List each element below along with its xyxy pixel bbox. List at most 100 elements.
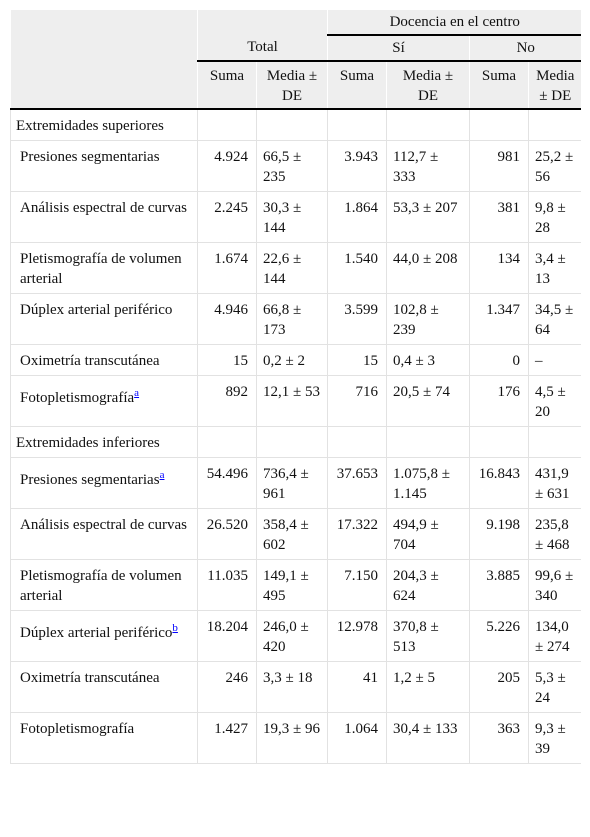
header-cell: [10, 10, 198, 35]
column-header: Media ± DE: [256, 61, 328, 110]
mean-cell: 149,1 ± 495: [256, 559, 328, 611]
sum-cell: 26.520: [197, 508, 257, 560]
mean-cell: 494,9 ± 704: [386, 508, 470, 560]
column-header: Suma: [327, 61, 387, 110]
mean-cell: 3,4 ± 13: [527, 242, 581, 294]
column-header: Suma: [197, 61, 257, 110]
footnote-link[interactable]: b: [172, 622, 178, 634]
empty-cell: [327, 108, 387, 141]
mean-cell: 358,4 ± 602: [256, 508, 328, 560]
mean-cell: 736,4 ± 961: [256, 457, 328, 509]
sum-cell: 176: [469, 375, 529, 427]
row-label: Presiones segmentariasa: [10, 457, 198, 509]
mean-cell: 20,5 ± 74: [386, 375, 470, 427]
data-row: Dúplex arterial periférico 4.946 66,8 ± 17…: [10, 293, 581, 345]
group-header: Docencia en el centro: [326, 10, 581, 36]
data-row: Presiones segmentariasa 54.496 736,4 ± 961…: [10, 457, 581, 509]
footnote-marker: a: [134, 385, 139, 399]
mean-cell: 1.075,8 ± 1.145: [386, 457, 470, 509]
mean-cell: 204,3 ± 624: [386, 559, 470, 611]
row-label: Dúplex arterial periférico: [10, 293, 198, 345]
mean-cell: 3,3 ± 18: [256, 661, 328, 713]
label-text: Pletismografía de volumen arterial: [20, 251, 182, 287]
table-container: Docencia en el centro Total Sí No Suma Me…: [10, 10, 581, 837]
sum-cell: 11.035: [197, 559, 257, 611]
mean-cell: 22,6 ± 144: [256, 242, 328, 294]
data-row: Pletismografía de volumen arterial 1.674 2…: [10, 242, 581, 294]
label-text: Fotopletismografía: [20, 390, 135, 406]
row-label: Análisis espectral de curvas: [10, 191, 198, 243]
sum-cell: 37.653: [327, 457, 387, 509]
sum-cell: 134: [469, 242, 529, 294]
empty-cell: [386, 426, 470, 458]
label-text: Oximetría transcutánea: [20, 670, 160, 686]
empty-cell: [327, 426, 387, 458]
mean-cell: 12,1 ± 53: [256, 375, 328, 427]
section-row: Extremidades superiores: [10, 108, 581, 141]
mean-cell: 30,4 ± 133: [386, 712, 470, 764]
sum-cell: 7.150: [327, 559, 387, 611]
sum-cell: 981: [469, 140, 529, 192]
mean-cell: 102,8 ± 239: [386, 293, 470, 345]
sum-cell: 4.946: [197, 293, 257, 345]
row-label: Fotopletismografía: [10, 712, 198, 764]
sum-cell: 246: [197, 661, 257, 713]
sum-cell: 1.674: [197, 242, 257, 294]
footnote-marker: a: [160, 467, 165, 481]
data-row: Fotopletismografíaa 892 12,1 ± 53 716 20,5 ±…: [10, 375, 581, 427]
header-cell: [10, 61, 198, 110]
label-text: Análisis espectral de curvas: [20, 200, 188, 216]
row-label: Pletismografía de volumen arterial: [10, 242, 198, 294]
empty-cell: [527, 426, 581, 458]
empty-cell: [197, 426, 257, 458]
mean-cell: 246,0 ± 420: [256, 610, 328, 662]
sum-cell: 54.496: [197, 457, 257, 509]
section-row: Extremidades inferiores: [10, 426, 581, 458]
label-text: Análisis espectral de curvas: [20, 517, 188, 533]
footnote-marker: b: [172, 620, 178, 634]
sum-cell: 381: [469, 191, 529, 243]
sum-cell: 12.978: [327, 610, 387, 662]
empty-cell: [469, 426, 529, 458]
sum-cell: 0: [469, 344, 529, 376]
sum-cell: 3.885: [469, 559, 529, 611]
section-title: Extremidades superiores: [10, 108, 198, 141]
sum-cell: 1.347: [469, 293, 529, 345]
data-row: Oximetría transcutánea 246 3,3 ± 18 41 1,2 ±…: [10, 661, 581, 713]
mean-cell: 19,3 ± 96: [256, 712, 328, 764]
footnote-link[interactable]: a: [134, 387, 140, 399]
sum-cell: 16.843: [469, 457, 529, 509]
data-row: Oximetría transcutánea 15 0,2 ± 2 15 0,4 ± 3…: [10, 344, 581, 376]
mean-cell: 1,2 ± 5: [386, 661, 470, 713]
sum-cell: 892: [197, 375, 257, 427]
column-header: Media ± DE: [527, 61, 581, 110]
mean-cell: 9,3 ± 39: [527, 712, 581, 764]
sum-cell: 15: [327, 344, 387, 376]
mean-cell: 431,9 ± 631: [527, 457, 581, 509]
sum-cell: 18.204: [197, 610, 257, 662]
sum-cell: 4.924: [197, 140, 257, 192]
sum-cell: 205: [469, 661, 529, 713]
header-cell: [197, 10, 328, 35]
mean-cell: 134,0 ± 274: [527, 610, 581, 662]
sum-cell: 1.540: [327, 242, 387, 294]
sum-cell: 17.322: [327, 508, 387, 560]
mean-cell: 34,5 ± 64: [527, 293, 581, 345]
sum-cell: 41: [327, 661, 387, 713]
table-body: Extremidades superiores Presiones segment…: [10, 108, 581, 764]
row-label: Oximetría transcutánea: [10, 661, 198, 713]
sum-cell: 1.064: [327, 712, 387, 764]
group-header: No: [468, 35, 581, 62]
row-label: Pletismografía de volumen arterial: [10, 559, 198, 611]
table-header: Docencia en el centro Total Sí No Suma Me…: [10, 10, 581, 110]
empty-cell: [256, 426, 328, 458]
footnote-link[interactable]: a: [159, 469, 165, 481]
mean-cell: 25,2 ± 56: [527, 140, 581, 192]
data-row: Presiones segmentarias 4.924 66,5 ± 235 3.9…: [10, 140, 581, 192]
label-text: Presiones segmentarias: [20, 149, 160, 165]
label-text: Dúplex arterial periférico: [20, 302, 173, 318]
data-row: Fotopletismografía 1.427 19,3 ± 96 1.064 30,…: [10, 712, 581, 764]
mean-cell: 370,8 ± 513: [386, 610, 470, 662]
sum-cell: 1.864: [327, 191, 387, 243]
